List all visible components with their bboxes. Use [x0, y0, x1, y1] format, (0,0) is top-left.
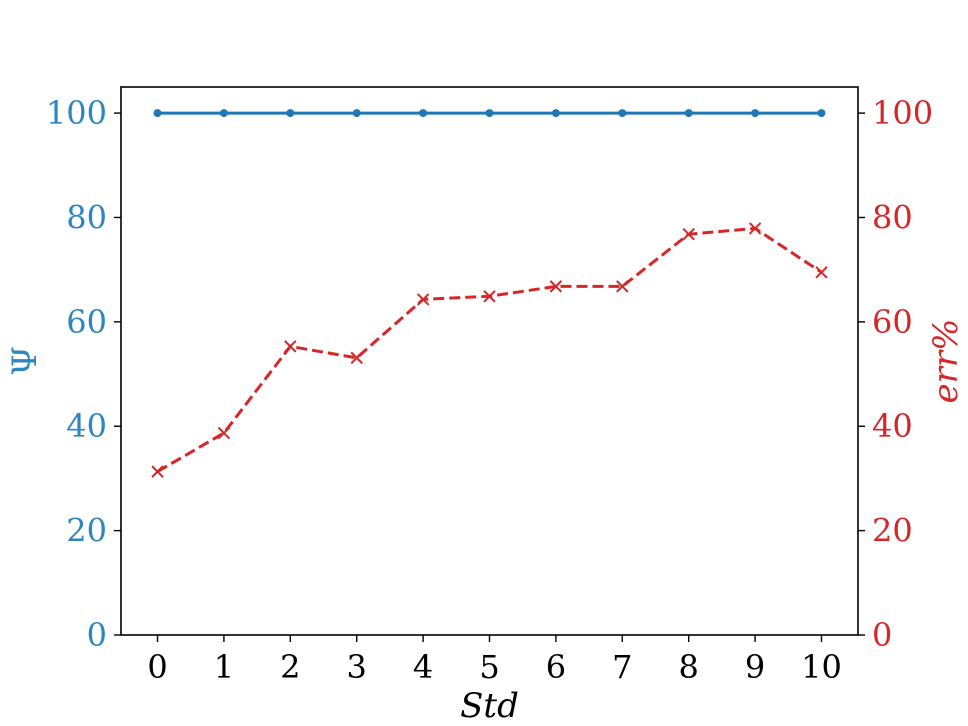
- series-1-point: [352, 109, 361, 118]
- y-left-tick-label: 60: [66, 303, 107, 341]
- series-1-point: [419, 109, 428, 118]
- y-axis-left: 0 20 40 60 80 100: [46, 94, 121, 654]
- series-1-point: [618, 109, 627, 118]
- y-right-tick-label: 100: [872, 94, 933, 132]
- series-line-2: [156, 226, 823, 473]
- y-right-tick-label: 40: [872, 407, 913, 445]
- y-right-tick-label: 80: [872, 198, 913, 236]
- x-tick-label: 8: [679, 648, 699, 686]
- y-left-tick-label: 20: [66, 512, 107, 550]
- y-axis-left-label: Ψ: [5, 346, 45, 376]
- series-2-point: [748, 222, 762, 235]
- series-layer: [151, 109, 828, 478]
- x-tick-label: 1: [214, 648, 234, 686]
- series-2-point: [483, 290, 496, 303]
- series-2-point: [284, 340, 297, 353]
- series-2-point: [682, 227, 695, 241]
- series-1-point: [684, 109, 693, 118]
- series-1-point: [286, 109, 295, 118]
- x-tick-label: 2: [280, 648, 300, 686]
- y-left-tick-label: 80: [66, 198, 107, 236]
- series-2-point: [151, 465, 164, 478]
- x-tick-label: 9: [745, 648, 765, 686]
- x-axis-label: Std: [460, 686, 519, 726]
- x-tick-label: 6: [546, 648, 566, 686]
- series-1-point: [153, 109, 162, 118]
- y-axis-right: 0 20 40 60 80 100: [858, 94, 933, 654]
- x-tick-label: 0: [147, 648, 167, 686]
- plot-frame: [120, 86, 859, 636]
- x-tick-label: 10: [801, 648, 842, 686]
- y-right-tick-label: 20: [872, 512, 913, 550]
- series-1-point: [485, 109, 494, 118]
- series-1-point: [219, 109, 228, 118]
- y-right-tick-label: 60: [872, 303, 913, 341]
- series-2-point: [549, 280, 563, 293]
- y-left-tick-label: 0: [87, 616, 107, 654]
- series-2-point: [350, 351, 363, 365]
- y-axis-right-label: err%: [926, 319, 966, 404]
- series-2-point: [616, 280, 629, 293]
- y-right-tick-label: 0: [872, 616, 892, 654]
- x-tick-label: 5: [479, 648, 499, 686]
- series-1-point: [817, 109, 826, 118]
- x-tick-label: 7: [612, 648, 632, 686]
- series-2-point: [815, 266, 828, 279]
- series-1-point: [751, 109, 760, 118]
- x-axis: 0 1 2 3 4 5 6 7 8 9 10: [147, 635, 842, 686]
- series-1-point: [551, 109, 560, 118]
- y-left-tick-label: 100: [46, 94, 107, 132]
- y-left-tick-label: 40: [66, 407, 107, 445]
- x-tick-label: 3: [347, 648, 367, 686]
- x-tick-label: 4: [413, 648, 433, 686]
- series-2-point: [217, 426, 231, 440]
- series-2-point: [416, 293, 430, 306]
